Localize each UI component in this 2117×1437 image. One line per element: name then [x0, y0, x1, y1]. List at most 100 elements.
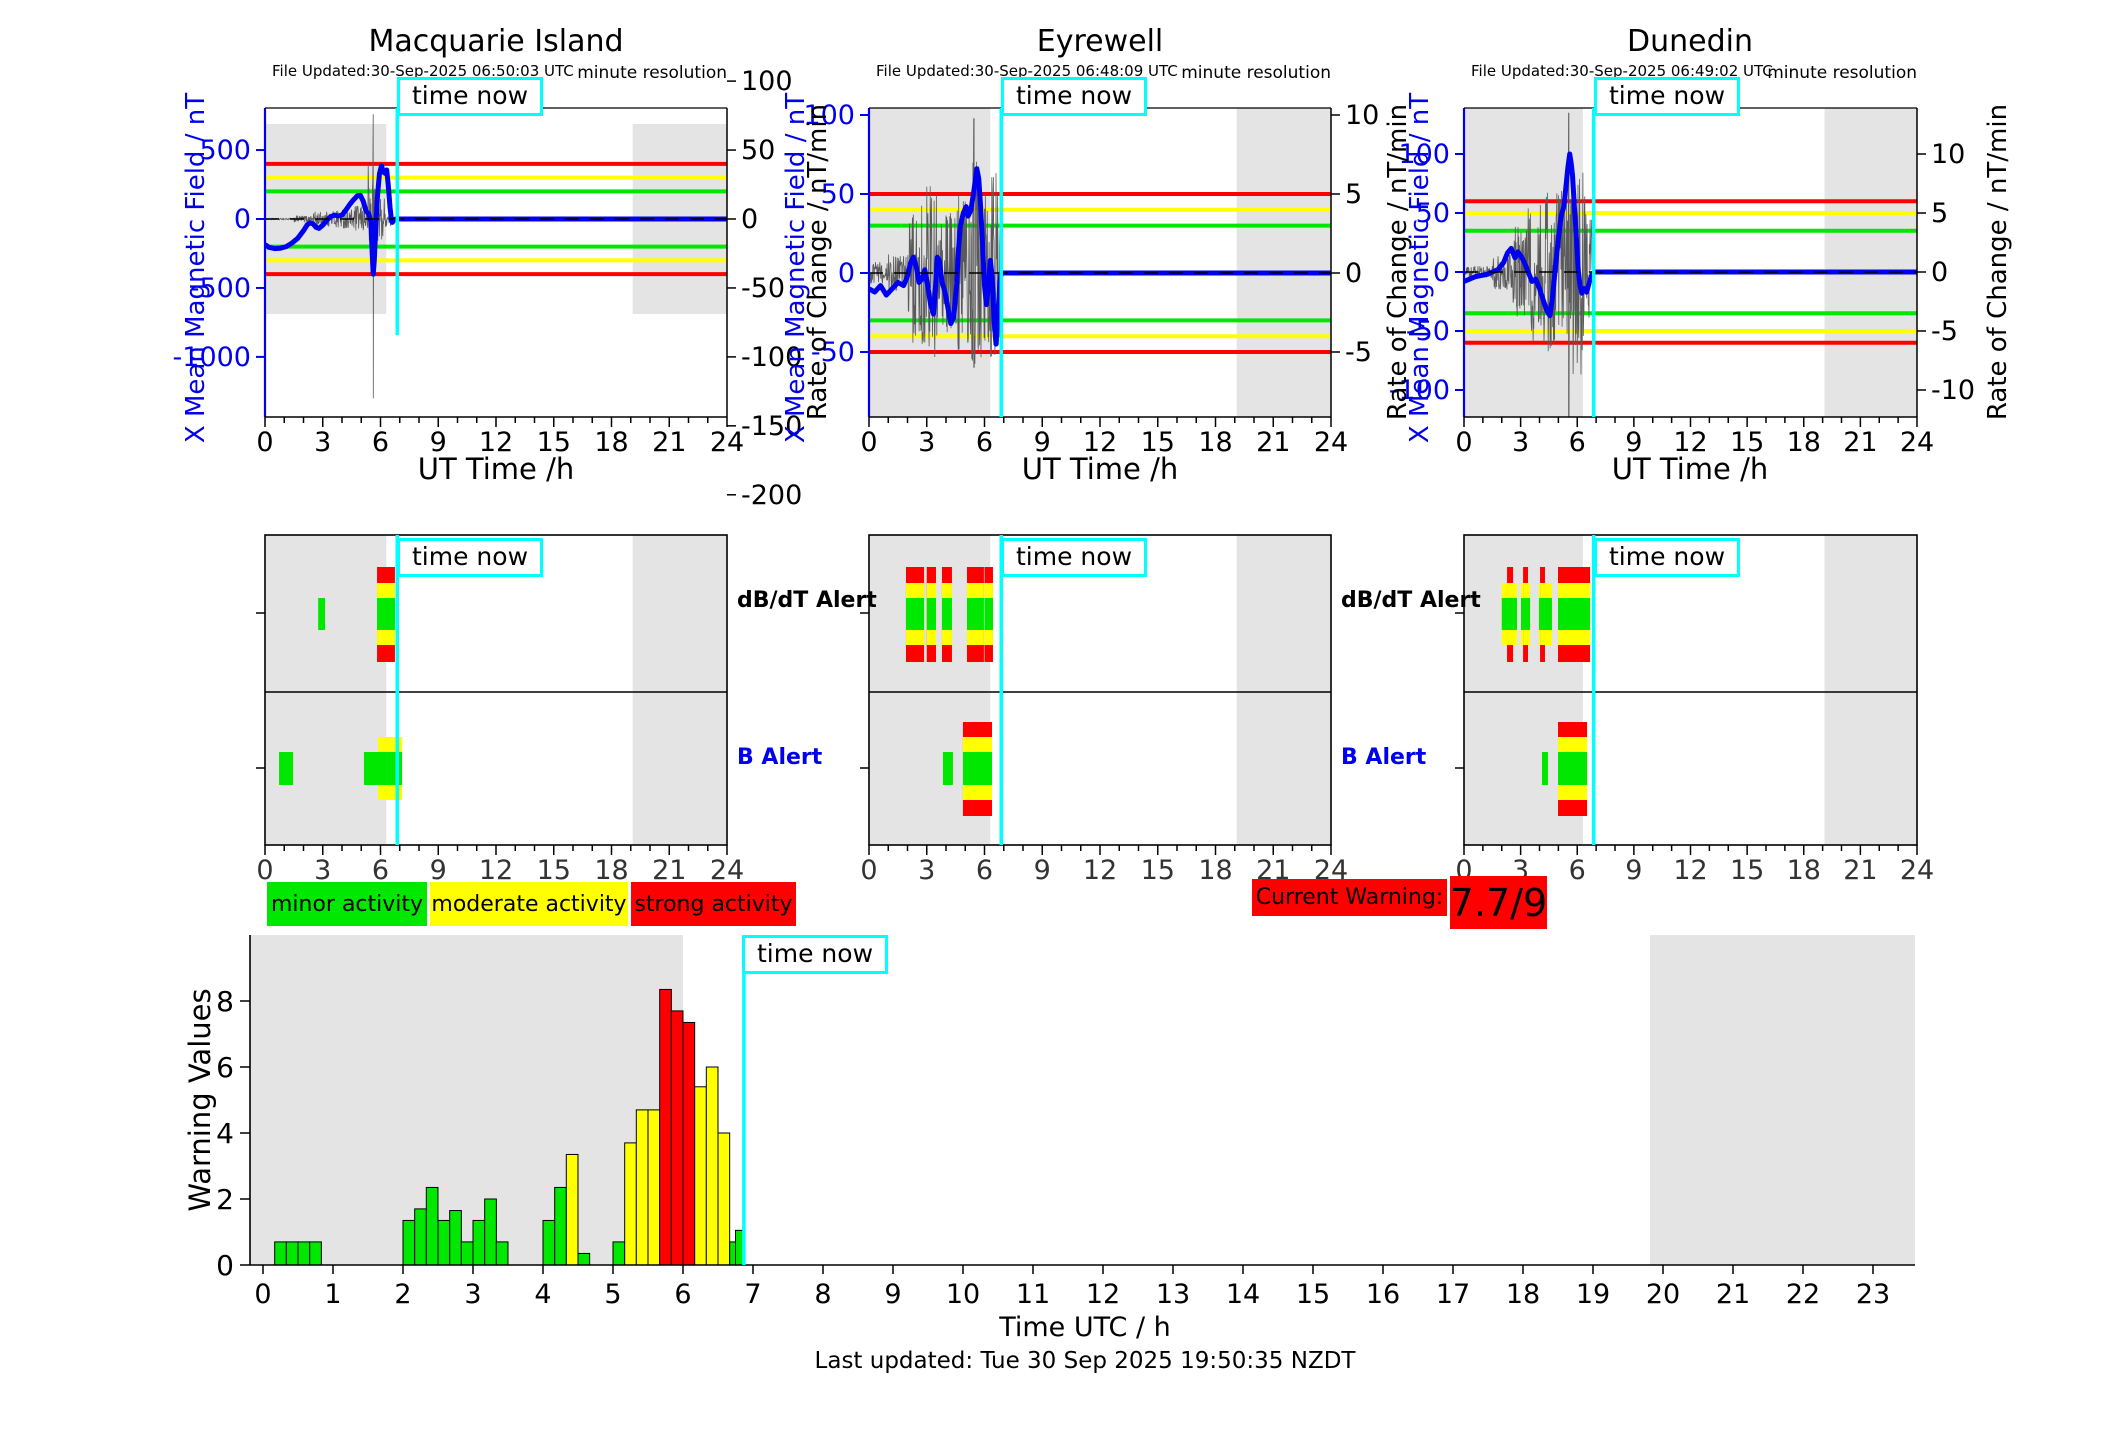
tick-label: 0 [234, 204, 251, 235]
tick-label: 100 [1398, 139, 1450, 170]
warning-bar [577, 1252, 591, 1266]
tick-label: 5 [604, 1279, 621, 1310]
tick-label: 6 [372, 427, 389, 458]
warning-bar [425, 1186, 439, 1266]
shaded-future-region [1650, 935, 1915, 1265]
tick-label: 21 [1716, 1279, 1750, 1310]
tick-label: -100 [1389, 375, 1450, 406]
tick-label: 11 [1016, 1279, 1050, 1310]
tick-label: 6 [674, 1279, 691, 1310]
tick-label: -500 [190, 273, 251, 304]
tick-label: 5 [1345, 179, 1362, 210]
tick-label: 6 [372, 855, 389, 886]
tick-label: 15 [1141, 427, 1175, 458]
tick-label: 24 [1900, 855, 1934, 886]
tick-label: -50 [1406, 316, 1450, 347]
tick-label: 3 [464, 1279, 481, 1310]
tick-label: 24 [710, 855, 744, 886]
tick-label: 24 [1314, 427, 1348, 458]
legend-moderate-label: moderate activity [431, 891, 627, 917]
tick-label: 15 [1296, 1279, 1330, 1310]
b-alert-bar [363, 752, 378, 785]
tick-label: 3 [1512, 427, 1529, 458]
dbdt-alert-bar [926, 598, 936, 630]
shaded-future-region [632, 535, 727, 845]
tick-label: 7 [744, 1279, 761, 1310]
tick-label: 10 [1345, 100, 1379, 131]
tick-label: -1000 [173, 342, 251, 373]
y-axis-label-eyrewell-left: X Mean Magnetic Field / nT [781, 92, 811, 444]
time-now-box: time now [1594, 77, 1741, 116]
tick-label: 5 [1931, 198, 1948, 229]
tick-label: 12 [1083, 427, 1117, 458]
dbdt-alert-bar [377, 598, 395, 630]
b-alert-bar [279, 752, 294, 785]
b-alert-bar [1541, 752, 1548, 785]
macquarie-alert-panel: 0 3 6 9 12 15 18 21 24 [256, 534, 744, 886]
tick-label: 12 [479, 427, 513, 458]
time-now-box: time now [1001, 538, 1148, 577]
tick-label: 12 [479, 855, 513, 886]
shaded-future-region [1236, 108, 1331, 417]
tick-label: 23 [1856, 1279, 1890, 1310]
tick-label: 6 [1569, 855, 1586, 886]
tick-label: 21 [1256, 427, 1290, 458]
dbdt-alert-bar [1557, 598, 1591, 630]
tick-label: 0 [1455, 427, 1472, 458]
tick-label: 18 [594, 855, 628, 886]
mean-field-series [1464, 151, 1917, 319]
tick-label: 4 [534, 1279, 551, 1310]
tick-label: 6 [1569, 427, 1586, 458]
tick-label: 0 [256, 427, 273, 458]
shaded-future-region [1824, 535, 1917, 845]
tick-label: 12 [1086, 1279, 1120, 1310]
dbdt-alert-label: dB/dT Alert [1341, 588, 1481, 613]
file-updated-dunedin: File Updated:30-Sep-2025 06:49:02 UTC [1471, 62, 1773, 80]
tick-label: 0 [1345, 258, 1362, 289]
warning-bar [460, 1241, 474, 1266]
tick-label: 16 [1366, 1279, 1400, 1310]
tick-label: 19 [1576, 1279, 1610, 1310]
tick-label: 9 [1625, 855, 1642, 886]
tick-label: 18 [1787, 855, 1821, 886]
resolution-label-eyrewell: minute resolution [1181, 63, 1331, 83]
current-warning-label: Current Warning: [1252, 879, 1447, 916]
b-alert-label: B Alert [1341, 745, 1427, 770]
tick-label: 20 [1646, 1279, 1680, 1310]
dbdt-alert-bar [1521, 598, 1524, 630]
tick-label: 0 [1433, 257, 1450, 288]
dbdt-alert-bar [1501, 598, 1508, 630]
time-now-box: time now [1594, 538, 1741, 577]
tick-label: 9 [1625, 427, 1642, 458]
tick-label: 24 [1900, 427, 1934, 458]
current-warning-text: Current Warning: [1255, 885, 1444, 910]
legend-minor-activity: minor activity [267, 882, 427, 926]
warning-bar [437, 1219, 451, 1266]
warning-bar [274, 1241, 287, 1266]
dbdt-alert-bar [1538, 598, 1541, 630]
resolution-label-macquarie: minute resolution [577, 63, 727, 83]
warning-bar [647, 1109, 661, 1266]
warning-bar [670, 1010, 684, 1266]
tick-label: 18 [1787, 427, 1821, 458]
tick-label: 50 [1416, 198, 1450, 229]
file-updated-macquarie: File Updated:30-Sep-2025 06:50:03 UTC [272, 62, 574, 80]
raw-noise-trace [869, 118, 1001, 368]
b-alert-bar [942, 752, 953, 785]
tick-label: 24 [710, 427, 744, 458]
tick-label: 15 [1141, 855, 1175, 886]
time-now-box: time now [397, 538, 544, 577]
warning-bar [565, 1153, 579, 1266]
tick-label: -200 [741, 480, 802, 511]
tick-label: 0 [254, 1279, 271, 1310]
dbdt-alert-bar [1513, 598, 1518, 630]
tick-label: 13 [1156, 1279, 1190, 1310]
current-warning-value: 7.7/9 [1450, 876, 1547, 929]
tick-label: 1 [324, 1279, 341, 1310]
tick-label: 18 [1506, 1279, 1540, 1310]
warning-bar [285, 1241, 299, 1266]
tick-label: 9 [1034, 855, 1051, 886]
dbdt-alert-bar [984, 598, 993, 630]
